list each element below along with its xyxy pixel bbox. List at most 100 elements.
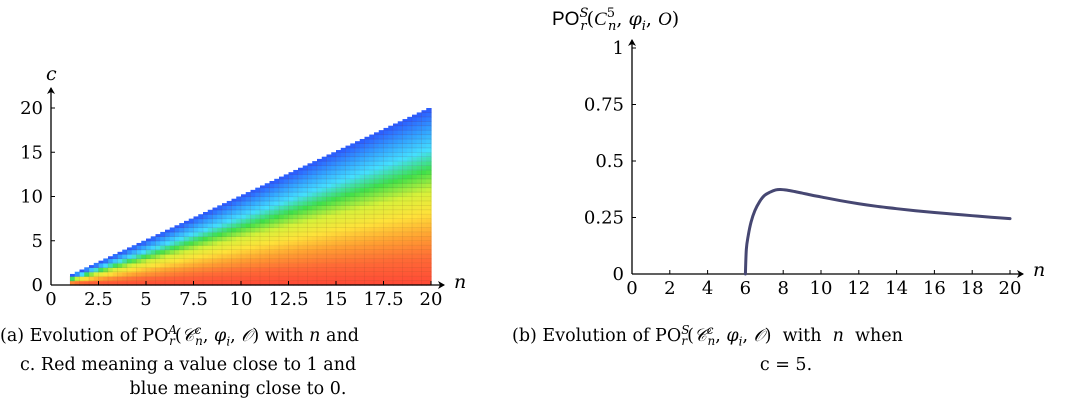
heatmap-cell — [269, 205, 275, 211]
heatmap-cell — [321, 169, 328, 175]
heatmap-cell — [416, 187, 423, 193]
heatmap-cell — [108, 262, 114, 268]
heatmap-cell — [402, 240, 408, 246]
heatmap-cell — [250, 271, 256, 277]
heatmap-cell — [203, 218, 209, 224]
heatmap-cell — [336, 231, 342, 237]
heatmap-cell — [383, 249, 389, 255]
line-x-tick-label: 18 — [961, 278, 984, 299]
heatmap-cell — [369, 143, 375, 149]
heatmap-cell — [388, 218, 394, 224]
heatmap-cell — [241, 231, 247, 237]
heatmap-cell — [255, 196, 261, 202]
heatmap-cell — [174, 267, 180, 273]
heatmap-cell — [193, 223, 199, 229]
heatmap-cell — [307, 262, 313, 268]
heatmap-cell — [226, 205, 233, 211]
heatmap-cell — [412, 174, 418, 180]
heatmap-cell — [260, 231, 266, 237]
heatmap-cell — [355, 254, 361, 260]
heatmap-cell — [255, 249, 261, 255]
heatmap-cell — [184, 249, 190, 255]
heatmap-cell — [331, 218, 337, 224]
heatmap-cell — [236, 240, 242, 246]
heatmap-cell — [374, 254, 380, 260]
heatmap-cell — [388, 276, 394, 282]
heatmap-cell — [350, 262, 356, 268]
heatmap-cell — [245, 200, 252, 206]
heatmap-cell — [184, 262, 190, 268]
heatmap-cell — [407, 280, 413, 286]
heatmap-cell — [117, 251, 123, 255]
heatmap-cell — [359, 165, 366, 171]
heatmap-cell — [364, 196, 370, 202]
heatmap-cell — [184, 276, 190, 282]
heatmap-cell — [350, 271, 356, 277]
heatmap-cell — [345, 205, 351, 211]
heatmap-cell — [359, 231, 366, 237]
heatmap-cell — [141, 249, 147, 255]
heatmap-cell — [393, 130, 399, 136]
heatmap-cell — [412, 236, 418, 242]
heatmap-cell — [307, 200, 313, 206]
heatmap-cell — [179, 223, 185, 229]
heatmap-cell — [397, 205, 404, 211]
heatmap-cell — [331, 280, 337, 286]
heatmap-cell — [317, 187, 323, 193]
heatmap-x-tick-label: 2.5 — [84, 289, 113, 310]
heatmap-cell — [231, 231, 237, 237]
heatmap-cell — [340, 192, 347, 198]
heatmap-cell — [131, 267, 138, 273]
heatmap-cell — [416, 161, 423, 167]
heatmap-cell — [393, 258, 399, 264]
heatmap-cell — [288, 218, 294, 224]
heatmap-cell — [331, 267, 337, 273]
heatmap-cell — [317, 214, 323, 220]
heatmap-cell — [207, 276, 214, 282]
heatmap-cell — [416, 236, 423, 242]
heatmap-cell — [103, 258, 109, 264]
heatmap-cell — [350, 156, 356, 162]
heatmap-cell — [407, 130, 413, 136]
heatmap-cell — [231, 245, 237, 251]
heatmap-cell — [393, 276, 399, 282]
heatmap-cell — [283, 267, 290, 273]
heatmap-cell — [260, 254, 266, 260]
heatmap-cell — [374, 280, 380, 286]
heatmap-cell — [274, 205, 280, 211]
heatmap-cell — [359, 169, 366, 175]
heatmap-cell — [193, 254, 199, 260]
heatmap-cell — [412, 178, 418, 184]
heatmap-cell — [298, 258, 304, 264]
heatmap-cell — [188, 236, 195, 242]
heatmap-cell — [416, 200, 423, 206]
heatmap-cell — [269, 227, 275, 233]
heatmap-cell — [374, 138, 380, 144]
heatmap-cell — [326, 245, 332, 251]
heatmap-cell — [350, 143, 356, 149]
heatmap-y-tick-label: 20 — [20, 98, 43, 119]
heatmap-cell — [388, 147, 394, 153]
heatmap-cell — [127, 254, 133, 260]
heatmap-cell — [160, 254, 166, 260]
heatmap-cell — [283, 240, 290, 246]
heatmap-cell — [321, 156, 328, 162]
heatmap-cell — [250, 200, 256, 206]
heatmap-cell — [302, 214, 309, 220]
heatmap-cell — [383, 134, 389, 140]
heatmap-cell — [421, 161, 427, 167]
heatmap-x-tick-label: 0 — [45, 289, 56, 310]
heatmap-cell — [302, 271, 309, 277]
heatmap-cell — [388, 214, 394, 220]
heatmap-cell — [340, 258, 347, 264]
heatmap-cell — [340, 187, 347, 193]
heatmap-cell — [402, 125, 408, 131]
heatmap-cell — [378, 271, 385, 277]
heatmap-cell — [302, 187, 309, 193]
heatmap-cell — [416, 183, 423, 189]
heatmap-cell — [212, 262, 218, 268]
heatmap-cell — [416, 116, 423, 122]
heatmap-cell — [393, 240, 399, 246]
heatmap-cell — [260, 271, 266, 277]
heatmap-cell — [388, 161, 394, 167]
